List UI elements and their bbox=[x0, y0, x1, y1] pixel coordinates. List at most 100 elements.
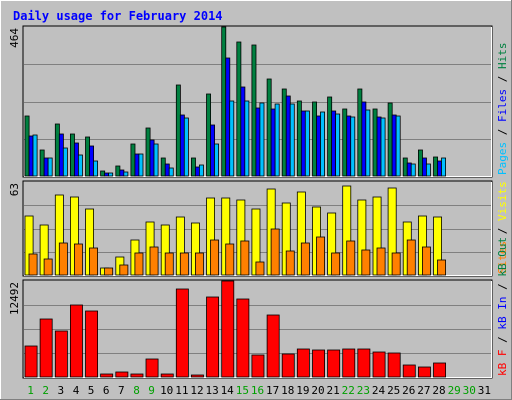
bar-files-day-3 bbox=[58, 133, 64, 177]
bar-files-day-22 bbox=[346, 115, 352, 177]
bar-pages-day-12 bbox=[198, 164, 204, 177]
bar-sites-day-17 bbox=[270, 228, 280, 276]
bar-pages-day-5 bbox=[93, 160, 98, 177]
bar-hits-day-27 bbox=[417, 149, 423, 177]
bar-sites-day-14 bbox=[225, 243, 235, 276]
bar-hits-day-14 bbox=[221, 26, 227, 177]
bar-pages-day-22 bbox=[350, 116, 356, 177]
x-tick-label-day-1: 1 bbox=[27, 384, 34, 397]
bar-pages-day-28 bbox=[441, 157, 446, 177]
bar-pages-day-19 bbox=[304, 110, 310, 177]
bar-kb-f-day-21 bbox=[327, 349, 341, 378]
x-tick-label-day-17: 17 bbox=[266, 384, 279, 397]
bar-kb-f-day-1 bbox=[24, 345, 38, 378]
bar-pages-day-2 bbox=[47, 157, 53, 177]
bar-pages-day-7 bbox=[123, 171, 129, 177]
bar-pages-day-14 bbox=[229, 100, 235, 177]
side-label-part: kB F bbox=[496, 350, 509, 377]
bar-kb-f-day-19 bbox=[296, 348, 310, 378]
bar-pages-day-4 bbox=[78, 154, 83, 177]
bar-files-day-9 bbox=[149, 139, 155, 177]
bar-kb-f-day-3 bbox=[54, 330, 68, 378]
bar-kb-f-day-9 bbox=[145, 358, 159, 378]
bar-pages-day-1 bbox=[32, 134, 38, 177]
x-tick-label-day-31: 31 bbox=[478, 384, 491, 397]
bar-sites-day-26 bbox=[406, 239, 416, 276]
bar-pages-day-18 bbox=[289, 103, 295, 177]
bar-files-day-12 bbox=[194, 166, 200, 177]
x-tick-label-day-22: 22 bbox=[342, 384, 355, 397]
bar-kb-f-day-13 bbox=[206, 296, 220, 378]
bar-files-day-6 bbox=[104, 172, 110, 177]
bar-sites-day-22 bbox=[346, 240, 356, 276]
bar-hits-day-25 bbox=[387, 102, 393, 177]
bar-kb-f-day-7 bbox=[115, 371, 129, 378]
bar-hits-day-18 bbox=[281, 88, 287, 177]
bar-files-day-4 bbox=[74, 142, 79, 177]
x-tick-label-day-2: 2 bbox=[42, 384, 49, 397]
bar-files-day-5 bbox=[89, 145, 94, 177]
bar-kb-f-day-16 bbox=[251, 354, 265, 378]
bar-hits-day-22 bbox=[342, 108, 348, 177]
x-tick-label-day-20: 20 bbox=[311, 384, 324, 397]
side-label-part: Pages bbox=[496, 142, 509, 175]
bar-files-day-20 bbox=[316, 115, 321, 177]
bar-kb-f-day-18 bbox=[281, 353, 295, 378]
x-tick-label-day-21: 21 bbox=[326, 384, 339, 397]
side-label-part: / bbox=[496, 221, 509, 241]
bar-sites-day-10 bbox=[164, 252, 174, 276]
x-tick-label-day-26: 26 bbox=[402, 384, 415, 397]
bar-kb-f-day-26 bbox=[402, 364, 416, 378]
bar-pages-day-9 bbox=[153, 143, 159, 177]
x-tick-label-day-5: 5 bbox=[88, 384, 95, 397]
x-tick-label-day-27: 27 bbox=[417, 384, 430, 397]
bar-pages-day-21 bbox=[335, 113, 341, 177]
bar-sites-day-25 bbox=[391, 252, 401, 276]
side-label-bottom: kB F / kB In / kB Out bbox=[496, 237, 509, 376]
bar-sites-day-7 bbox=[119, 264, 129, 276]
bar-pages-day-27 bbox=[425, 163, 431, 177]
bar-sites-day-15 bbox=[240, 240, 250, 276]
chart-panels: 464 63 12492 bbox=[8, 25, 493, 379]
bar-files-day-24 bbox=[376, 116, 382, 177]
bar-files-day-23 bbox=[361, 101, 367, 177]
bar-hits-day-20 bbox=[312, 101, 317, 177]
x-tick-label-day-14: 14 bbox=[221, 384, 235, 397]
x-tick-label-day-24: 24 bbox=[372, 384, 386, 397]
bar-hits-day-1 bbox=[24, 115, 30, 177]
y-max-label: 12492 bbox=[8, 282, 21, 315]
x-tick-label-day-7: 7 bbox=[118, 384, 125, 397]
bar-kb-f-day-2 bbox=[39, 318, 53, 378]
x-tick-label-day-13: 13 bbox=[205, 384, 218, 397]
bar-files-day-28 bbox=[437, 160, 442, 177]
bar-sites-day-5 bbox=[89, 247, 99, 276]
bar-hits-day-2 bbox=[39, 149, 45, 177]
bar-pages-day-20 bbox=[320, 111, 325, 177]
bar-pages-day-17 bbox=[274, 103, 280, 177]
bar-files-day-7 bbox=[119, 169, 125, 177]
y-max-label: 464 bbox=[8, 28, 21, 48]
bar-sites-day-23 bbox=[361, 249, 371, 276]
bar-hits-day-5 bbox=[85, 136, 90, 177]
x-tick-label-day-23: 23 bbox=[357, 384, 370, 397]
bar-sites-day-4 bbox=[74, 243, 83, 276]
bar-kb-f-day-23 bbox=[357, 348, 371, 378]
side-label-part: / bbox=[496, 122, 509, 142]
bar-hits-day-3 bbox=[54, 123, 60, 177]
bar-pages-day-26 bbox=[410, 163, 416, 177]
chart-panel-3: 12492 bbox=[8, 279, 493, 379]
x-tick-label-day-4: 4 bbox=[73, 384, 80, 397]
chart-panel-2: 63 bbox=[8, 180, 493, 277]
x-tick-label-day-10: 10 bbox=[160, 384, 173, 397]
bar-files-day-13 bbox=[210, 124, 215, 177]
bar-hits-day-28 bbox=[433, 156, 438, 177]
x-tick-label-day-11: 11 bbox=[175, 384, 188, 397]
side-label-part: Hits bbox=[496, 43, 509, 70]
side-label-part: Files bbox=[496, 89, 509, 122]
bar-kb-f-day-20 bbox=[312, 349, 326, 378]
bar-sites-day-3 bbox=[58, 242, 68, 276]
bar-hits-day-19 bbox=[296, 100, 302, 177]
bar-files-day-10 bbox=[164, 163, 170, 177]
